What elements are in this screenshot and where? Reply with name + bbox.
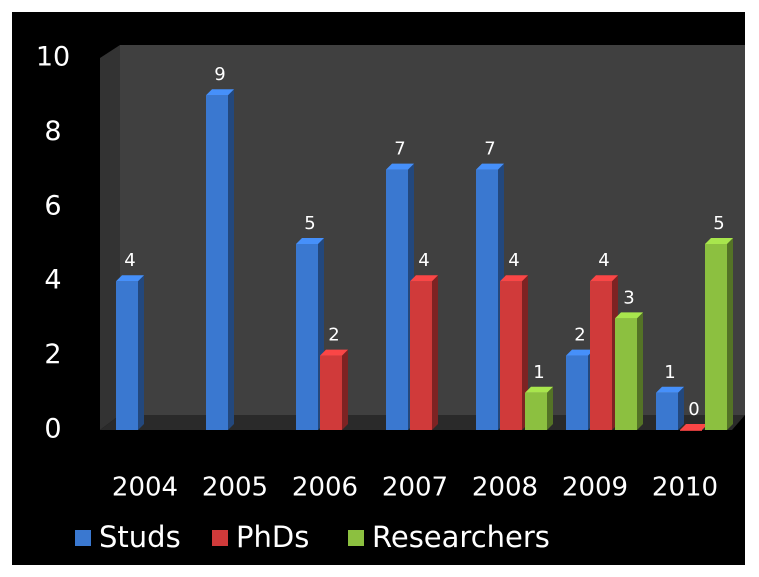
value-label: 5 (304, 213, 315, 234)
legend-swatch (75, 530, 91, 546)
bar (296, 244, 318, 430)
y-tick-label: 10 (36, 42, 70, 73)
value-label: 7 (394, 139, 405, 160)
y-tick-label: 2 (44, 339, 61, 370)
bar-top (320, 349, 348, 356)
bar-side (727, 238, 733, 430)
bar (500, 281, 522, 430)
value-label: 2 (328, 325, 339, 346)
bar-side (432, 275, 438, 430)
bar-top (116, 275, 144, 282)
value-label: 4 (598, 250, 609, 271)
x-tick-label: 2010 (652, 473, 718, 503)
bar-side (228, 89, 234, 430)
value-label: 7 (484, 139, 495, 160)
legend-swatch (212, 530, 228, 546)
bar (590, 281, 612, 430)
legend-swatch (348, 530, 364, 546)
legend-label: Researchers (372, 520, 550, 554)
bar (116, 281, 138, 430)
bar-top (656, 386, 684, 393)
x-tick-label: 2007 (382, 473, 448, 503)
bar-side (547, 386, 553, 430)
bar (320, 355, 342, 430)
value-label: 9 (214, 64, 225, 85)
value-label: 4 (124, 250, 135, 271)
bar (525, 392, 547, 430)
value-label: 4 (418, 250, 429, 271)
legend-label: Studs (99, 520, 181, 554)
bar (386, 169, 408, 430)
value-label: 3 (623, 287, 634, 308)
bar (476, 169, 498, 430)
value-label: 1 (664, 362, 675, 383)
bar-top (410, 275, 438, 282)
y-tick-label: 4 (44, 265, 61, 296)
bar-top (386, 163, 414, 170)
bar-top (590, 275, 618, 282)
bar-top (525, 386, 553, 393)
x-tick-label: 2006 (292, 473, 358, 503)
bar-side (678, 386, 684, 430)
x-tick-label: 2009 (562, 473, 628, 503)
value-label: 1 (533, 362, 544, 383)
y-tick-label: 8 (44, 116, 61, 147)
bar-top (296, 238, 324, 244)
bar (566, 355, 588, 430)
bar-side (342, 349, 348, 430)
x-tick-label: 2004 (112, 473, 178, 503)
value-label: 0 (688, 399, 699, 420)
bar (410, 281, 432, 430)
value-label: 2 (574, 325, 585, 346)
bar (680, 430, 702, 431)
bar-top (680, 424, 708, 430)
bar-side (637, 312, 643, 430)
bar-top (615, 312, 643, 319)
legend-label: PhDs (236, 520, 309, 554)
side-wall (100, 45, 120, 430)
bar (615, 318, 637, 430)
bar-top (566, 349, 594, 356)
bar (206, 95, 228, 430)
bar-top (476, 163, 504, 170)
bar-top (500, 275, 528, 282)
bar-top (206, 89, 234, 96)
value-label: 4 (508, 250, 519, 271)
back-wall (120, 45, 745, 415)
bar (705, 244, 727, 430)
y-tick-label: 0 (44, 414, 61, 445)
bar (656, 392, 678, 430)
x-tick-label: 2005 (202, 473, 268, 503)
bar-side (138, 275, 144, 430)
x-tick-label: 2008 (472, 473, 538, 503)
value-label: 5 (713, 213, 724, 234)
y-tick-label: 6 (44, 190, 61, 221)
bar-top (705, 238, 733, 244)
